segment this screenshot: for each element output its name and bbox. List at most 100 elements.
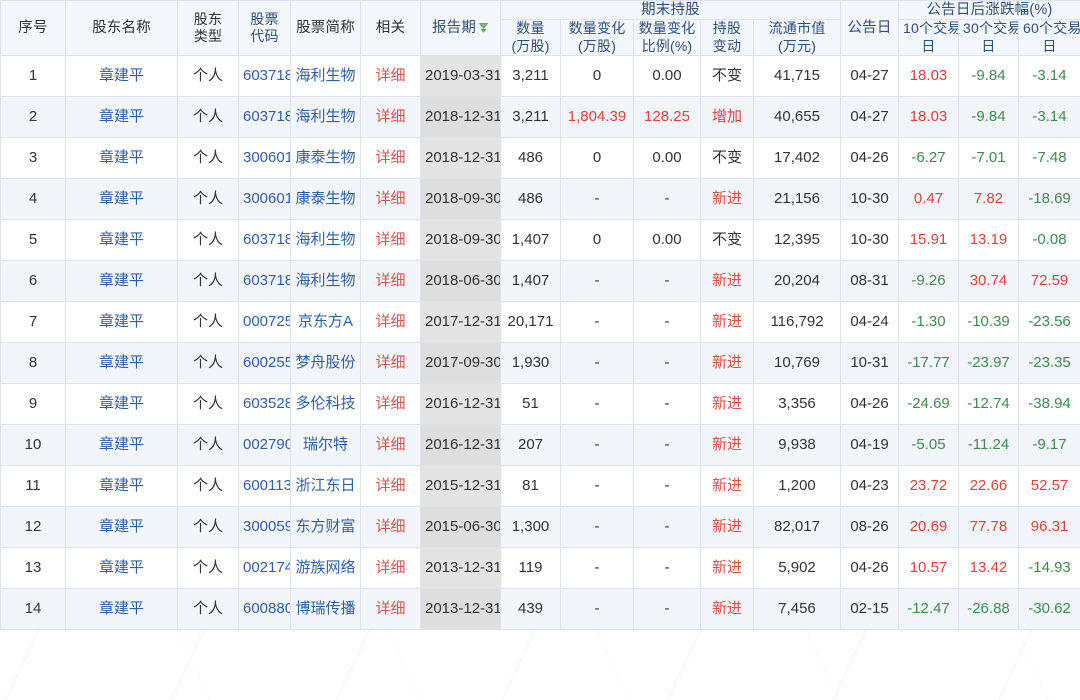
cell-quantity-change: - <box>560 383 634 426</box>
cell-10-trading-days: 18.03 <box>898 55 959 98</box>
cell-holder-name[interactable]: 章建平 <box>65 55 178 98</box>
cell-stock-name[interactable]: 康泰生物 <box>290 178 361 221</box>
cell-holder-name[interactable]: 章建平 <box>65 588 178 631</box>
table-row[interactable]: 4 章建平 个人 300601 康泰生物 详细 2018-09-30 486- - 新进 21,15… <box>0 178 1080 221</box>
col-header-related[interactable]: 相关 <box>360 0 421 57</box>
cell-stock-code[interactable]: 603718 <box>238 55 291 98</box>
cell-stock-name[interactable]: 多伦科技 <box>290 383 361 426</box>
cell-stock-code[interactable]: 603718 <box>238 219 291 262</box>
cell-holder-name[interactable]: 章建平 <box>65 219 178 262</box>
cell-holder-name[interactable]: 章建平 <box>65 137 178 180</box>
cell-stock-name[interactable]: 康泰生物 <box>290 137 361 180</box>
cell-30-trading-days: -9.84 <box>958 96 1019 139</box>
col-header-report-period[interactable]: 报告期 <box>420 0 501 57</box>
col-header-index[interactable]: 序号 <box>0 0 66 57</box>
detail-link[interactable]: 详细 <box>360 506 421 549</box>
cell-stock-name[interactable]: 京东方A <box>290 301 361 344</box>
table-row[interactable]: 7 章建平 个人 000725 京东方A 详细 2017-12-31 20,171- - 新进 11… <box>0 301 1080 344</box>
col-header-holding-change-line2: 变动 <box>712 37 742 54</box>
cell-quantity-change: - <box>560 301 634 344</box>
col-header-holder-name[interactable]: 股东名称 <box>65 0 178 57</box>
cell-announce-date: 08-31 <box>840 260 899 303</box>
table-row[interactable]: 12 章建平 个人 300059 东方财富 详细 2015-06-30 1,300- - 新进 82… <box>0 506 1080 549</box>
table-row[interactable]: 13 章建平 个人 002174 游族网络 详细 2013-12-31 119- - 新进 5,90… <box>0 547 1080 590</box>
col-header-announce-date[interactable]: 公告日 <box>840 0 899 57</box>
col-header-holder-type[interactable]: 股东 类型 <box>177 0 239 57</box>
detail-link[interactable]: 详细 <box>360 96 421 139</box>
table-row[interactable]: 2 章建平 个人 603718 海利生物 详细 2018-12-31 3,211 1,804.3… <box>0 96 1080 139</box>
cell-stock-code[interactable]: 600113 <box>238 465 291 508</box>
cell-stock-name[interactable]: 游族网络 <box>290 547 361 590</box>
col-header-quantity-change-line1: 数量变化 <box>568 20 626 37</box>
col-header-quantity-change[interactable]: 数量变化 (万股) <box>560 19 634 57</box>
cell-stock-name[interactable]: 海利生物 <box>290 96 361 139</box>
cell-quantity-change-pct: - <box>633 178 701 221</box>
cell-holder-name[interactable]: 章建平 <box>65 506 178 549</box>
detail-link[interactable]: 详细 <box>360 383 421 426</box>
table-row[interactable]: 11 章建平 个人 600113 浙江东日 详细 2015-12-31 81- - 新进 1,200… <box>0 465 1080 508</box>
col-header-60-trading-days[interactable]: 60个交易 日 <box>1017 19 1080 57</box>
cell-60-trading-days: -30.62 <box>1017 588 1080 631</box>
cell-report-period: 2018-09-30 <box>420 219 501 262</box>
detail-link[interactable]: 详细 <box>360 219 421 262</box>
cell-holder-name[interactable]: 章建平 <box>65 301 178 344</box>
col-header-quantity[interactable]: 数量 (万股) <box>500 19 561 57</box>
cell-stock-name[interactable]: 海利生物 <box>290 260 361 303</box>
sort-down-icon[interactable] <box>478 22 489 33</box>
cell-stock-name[interactable]: 瑞尔特 <box>290 424 361 467</box>
cell-stock-name[interactable]: 海利生物 <box>290 219 361 262</box>
table-row[interactable]: 14 章建平 个人 600880 博瑞传播 详细 2013-12-31 439- - 新进 7,45… <box>0 588 1080 631</box>
cell-stock-name[interactable]: 博瑞传播 <box>290 588 361 631</box>
detail-link[interactable]: 详细 <box>360 137 421 180</box>
detail-link[interactable]: 详细 <box>360 55 421 98</box>
cell-stock-code[interactable]: 000725 <box>238 301 291 344</box>
cell-holder-name[interactable]: 章建平 <box>65 424 178 467</box>
cell-holder-name[interactable]: 章建平 <box>65 465 178 508</box>
table-row[interactable]: 9 章建平 个人 603528 多伦科技 详细 2016-12-31 51- - 新进 3,356 0… <box>0 383 1080 426</box>
detail-link[interactable]: 详细 <box>360 342 421 385</box>
cell-stock-code[interactable]: 002790 <box>238 424 291 467</box>
table-row[interactable]: 8 章建平 个人 600255 梦舟股份 详细 2017-09-30 1,930- - 新进 10,… <box>0 342 1080 385</box>
col-header-30-trading-days[interactable]: 30个交易 日 <box>958 19 1019 57</box>
cell-stock-name[interactable]: 海利生物 <box>290 55 361 98</box>
detail-link[interactable]: 详细 <box>360 301 421 344</box>
cell-index: 9 <box>0 383 66 426</box>
cell-float-market-cap: 1,200 <box>753 465 841 508</box>
cell-holder-name[interactable]: 章建平 <box>65 383 178 426</box>
cell-stock-name[interactable]: 东方财富 <box>290 506 361 549</box>
col-header-float-market-cap[interactable]: 流通市值 (万元) <box>753 19 841 57</box>
cell-stock-code[interactable]: 603718 <box>238 260 291 303</box>
cell-stock-name[interactable]: 浙江东日 <box>290 465 361 508</box>
col-header-10-trading-days[interactable]: 10个交易 日 <box>898 19 959 57</box>
detail-link[interactable]: 详细 <box>360 465 421 508</box>
col-header-quantity-change-pct[interactable]: 数量变化 比例(%) <box>633 19 701 57</box>
cell-stock-code[interactable]: 603718 <box>238 96 291 139</box>
cell-holder-name[interactable]: 章建平 <box>65 178 178 221</box>
col-header-holding-change[interactable]: 持股 变动 <box>700 19 754 57</box>
cell-stock-code[interactable]: 603528 <box>238 383 291 426</box>
detail-link[interactable]: 详细 <box>360 178 421 221</box>
cell-stock-code[interactable]: 002174 <box>238 547 291 590</box>
cell-holder-name[interactable]: 章建平 <box>65 260 178 303</box>
cell-holder-name[interactable]: 章建平 <box>65 342 178 385</box>
detail-link[interactable]: 详细 <box>360 588 421 631</box>
detail-link[interactable]: 详细 <box>360 547 421 590</box>
table-row[interactable]: 10 章建平 个人 002790 瑞尔特 详细 2016-12-31 207- - 新进 9,938… <box>0 424 1080 467</box>
cell-stock-code[interactable]: 600880 <box>238 588 291 631</box>
cell-stock-code[interactable]: 600255 <box>238 342 291 385</box>
col-header-stock-code[interactable]: 股票 代码 <box>238 0 291 57</box>
cell-quantity: 439 <box>500 588 561 631</box>
cell-stock-code[interactable]: 300059 <box>238 506 291 549</box>
cell-stock-code[interactable]: 300601 <box>238 178 291 221</box>
table-row[interactable]: 5 章建平 个人 603718 海利生物 详细 2018-09-30 1,407 0 0.00 不变… <box>0 219 1080 262</box>
col-header-stock-name[interactable]: 股票简称 <box>290 0 361 57</box>
detail-link[interactable]: 详细 <box>360 424 421 467</box>
table-row[interactable]: 1 章建平 个人 603718 海利生物 详细 2019-03-31 3,211 0 0.00 不变… <box>0 55 1080 98</box>
cell-holder-name[interactable]: 章建平 <box>65 96 178 139</box>
cell-holder-name[interactable]: 章建平 <box>65 547 178 590</box>
table-row[interactable]: 6 章建平 个人 603718 海利生物 详细 2018-06-30 1,407- - 新进 20,… <box>0 260 1080 303</box>
cell-stock-name[interactable]: 梦舟股份 <box>290 342 361 385</box>
cell-stock-code[interactable]: 300601 <box>238 137 291 180</box>
table-row[interactable]: 3 章建平 个人 300601 康泰生物 详细 2018-12-31 486 0 0.00 不变 17… <box>0 137 1080 180</box>
detail-link[interactable]: 详细 <box>360 260 421 303</box>
